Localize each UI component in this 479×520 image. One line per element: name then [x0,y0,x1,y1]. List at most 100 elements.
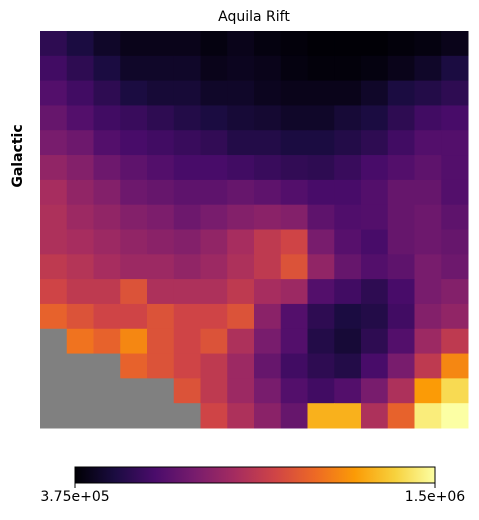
cell [227,55,255,82]
cell [120,55,148,82]
cell [334,403,362,429]
cell [387,229,415,255]
cell [361,328,389,355]
colorbar-tick-label: 3.75e+05 [40,489,109,505]
cell [254,254,282,280]
cell [200,130,228,156]
cell [361,378,389,404]
cell [334,55,362,82]
cell [200,179,228,206]
cell [173,254,201,280]
cell [307,378,335,404]
cell [40,105,68,131]
cell [280,155,308,181]
cell [120,179,148,206]
cell [280,279,308,305]
cell [147,130,175,156]
cell [334,254,362,280]
y-axis-label: Galactic [10,124,26,187]
cell [120,254,148,280]
cell [387,105,415,131]
cell [120,204,148,230]
cell [361,279,389,305]
cell [441,31,469,57]
cell [66,179,94,206]
cell [441,179,469,206]
cell [280,80,308,106]
cell [414,279,442,305]
masked-cell [66,378,94,404]
cell [227,130,255,156]
cell [227,155,255,181]
cell [227,254,255,280]
cell [147,204,175,230]
masked-cell [173,403,201,429]
cell [200,80,228,106]
cell [280,31,308,57]
cell [93,229,121,255]
cell [227,179,255,206]
cell [254,105,282,131]
cell [441,254,469,280]
cell [280,328,308,355]
cell [414,254,442,280]
cell [200,279,228,305]
cell [361,155,389,181]
cell [66,130,94,156]
cell [441,55,469,82]
colorbar-tick-label: 1.5e+06 [405,489,466,505]
cell [441,130,469,156]
cell [227,403,255,429]
cell [227,353,255,379]
cell [280,254,308,280]
cell [173,55,201,82]
cell [200,403,228,429]
colorbar [74,466,436,484]
cell [173,328,201,355]
cell [361,254,389,280]
cell [441,229,469,255]
cell [147,353,175,379]
cell [307,155,335,181]
cell [93,328,121,355]
cell [120,303,148,330]
cell [361,80,389,106]
cell [93,279,121,305]
cell [147,179,175,206]
cell [414,303,442,330]
cell [173,303,201,330]
cell [334,353,362,379]
cell [387,254,415,280]
cell [334,31,362,57]
cell [441,353,469,379]
cell [173,31,201,57]
cell [414,378,442,404]
cell [414,80,442,106]
cell [147,31,175,57]
cell [40,303,68,330]
cell [414,403,442,429]
cell [93,55,121,82]
cell [40,179,68,206]
cell [334,378,362,404]
cell [40,80,68,106]
cell [120,229,148,255]
cell [120,130,148,156]
cell [334,204,362,230]
masked-cell [66,353,94,379]
cell [66,303,94,330]
cell [93,254,121,280]
cell [361,204,389,230]
cell [200,328,228,355]
cell [40,279,68,305]
cell [227,105,255,131]
cell [200,204,228,230]
cell [307,55,335,82]
cell [200,254,228,280]
cell [120,80,148,106]
cell [200,155,228,181]
cell [200,31,228,57]
cell [307,328,335,355]
cell [93,303,121,330]
masked-cell [147,378,175,404]
